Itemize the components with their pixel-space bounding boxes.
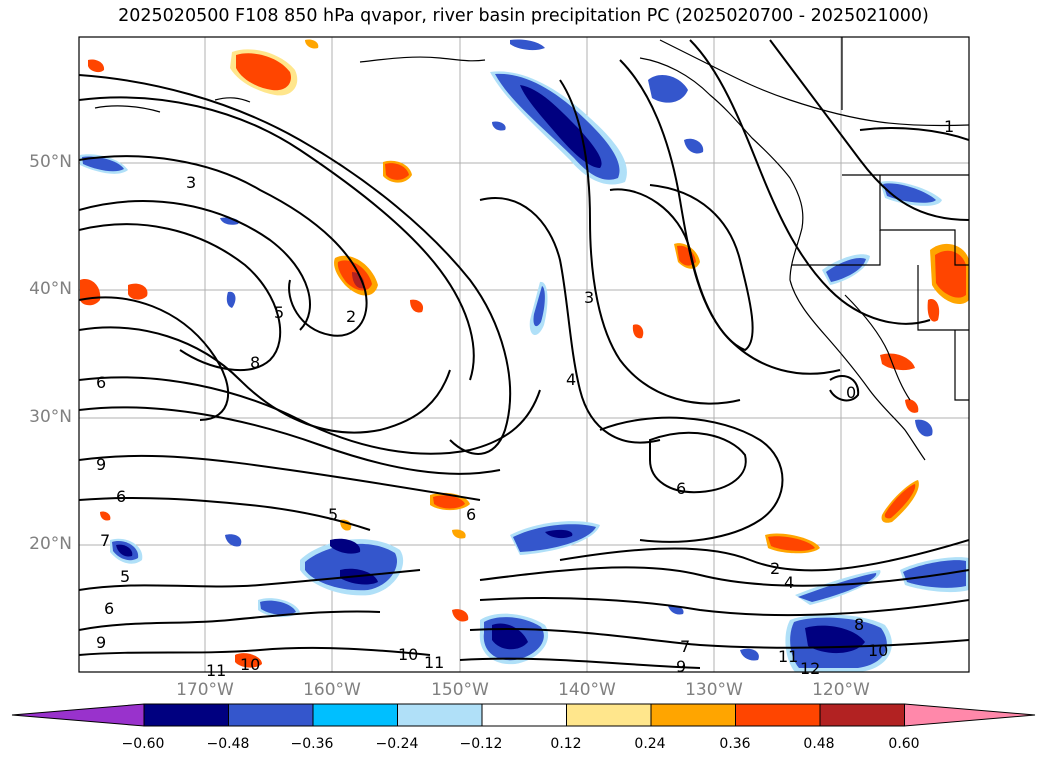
- colorbar: [11, 703, 1036, 727]
- contour-label: 7: [100, 531, 110, 550]
- colorbar-tick-label: −0.60: [121, 736, 165, 752]
- lon-label: 160°W: [303, 680, 361, 700]
- colorbar-extend-high: [904, 703, 1036, 727]
- lat-label: 20°N: [29, 534, 72, 554]
- lon-label: 140°W: [558, 680, 616, 700]
- colorbar-tick-label: −0.36: [290, 736, 334, 752]
- colorbar-bin: [312, 703, 398, 727]
- map-title: 2025020500 F108 850 hPa qvapor, river ba…: [118, 6, 929, 26]
- colorbar-bin: [481, 703, 567, 727]
- contour-label: 2: [346, 307, 356, 326]
- lat-label: 30°N: [29, 407, 72, 427]
- lat-label: 40°N: [29, 279, 72, 299]
- colorbar-tick-label: 0.60: [888, 736, 920, 752]
- contour-label: 9: [96, 633, 106, 652]
- colorbar-tick-label: 0.36: [719, 736, 751, 752]
- colorbar-bin: [228, 703, 314, 727]
- contour-label: 11: [206, 661, 226, 680]
- colorbar-bin: [650, 703, 736, 727]
- colorbar-bin: [819, 703, 905, 727]
- contour-label: 6: [104, 599, 114, 618]
- lon-label: 130°W: [685, 680, 743, 700]
- qvapor-contours: [79, 39, 969, 669]
- graticule: [79, 37, 969, 672]
- colorbar-tick-label: −0.24: [375, 736, 419, 752]
- contour-label: 5: [328, 505, 338, 524]
- colorbar-tick-label: −0.12: [459, 736, 503, 752]
- contour-label: 3: [584, 288, 594, 307]
- contour-label: 9: [676, 657, 686, 676]
- contour-label: 5: [120, 567, 130, 586]
- contour-label: 12: [800, 659, 820, 678]
- contour-label: 5: [274, 303, 284, 322]
- colorbar-tick-label: 0.24: [634, 736, 666, 752]
- colorbar-extend-low: [11, 703, 145, 727]
- contour-label: 2: [770, 559, 780, 578]
- contour-label: 11: [778, 647, 798, 666]
- precip-negative-patches: [80, 39, 969, 672]
- lon-label: 120°W: [812, 680, 870, 700]
- lon-label: 170°W: [176, 680, 234, 700]
- precip-positive-patches: [80, 39, 969, 668]
- contour-label: 10: [398, 645, 418, 664]
- map-frame-background: [79, 37, 969, 672]
- contour-label: 4: [784, 573, 794, 592]
- contour-label: 7: [680, 637, 690, 656]
- coastline: [94, 37, 969, 461]
- contour-label: 6: [676, 479, 686, 498]
- colorbar-bin: [397, 703, 483, 727]
- contour-label: 0: [846, 383, 856, 402]
- contour-label: 1: [944, 117, 954, 136]
- contour-label: 6: [466, 505, 476, 524]
- contour-label: 9: [96, 455, 106, 474]
- colorbar-tick-label: 0.48: [803, 736, 835, 752]
- contour-label: 10: [868, 641, 888, 660]
- contour-label: 6: [96, 373, 106, 392]
- contour-label: 8: [250, 353, 260, 372]
- contour-label: 3: [186, 173, 196, 192]
- contour-label: 8: [854, 615, 864, 634]
- colorbar-bin: [566, 703, 652, 727]
- colorbar-tick-label: 0.12: [550, 736, 582, 752]
- colorbar-bin: [735, 703, 821, 727]
- map-border: [78, 36, 970, 673]
- contour-label: 10: [240, 655, 260, 674]
- colorbar-tick-label: −0.48: [206, 736, 250, 752]
- contour-label: 6: [116, 487, 126, 506]
- colorbar-bin: [143, 703, 229, 727]
- lon-label: 150°W: [431, 680, 489, 700]
- contour-labels: 1 3 5 2 8 6 3 4 9 6 7 5 6 9 10 11 10 11 …: [96, 117, 954, 680]
- contour-label: 4: [566, 370, 576, 389]
- lat-label: 50°N: [29, 152, 72, 172]
- contour-label: 11: [424, 653, 444, 672]
